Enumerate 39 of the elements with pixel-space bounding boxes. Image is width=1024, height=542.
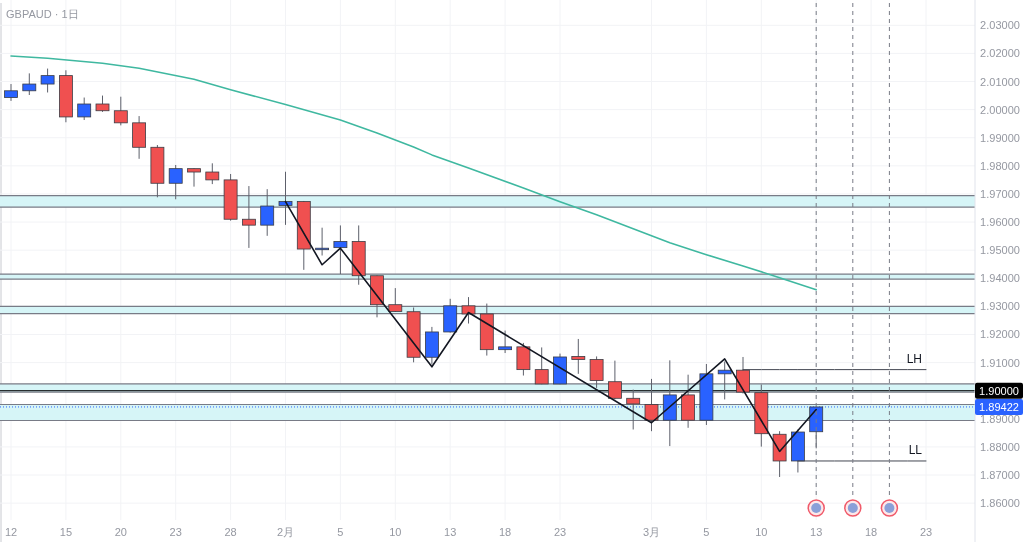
y-tick-label: 1.99000 [980,131,1020,144]
ref-line-label: 1.90000 [979,384,1019,397]
y-tick-label: 2.01000 [980,75,1020,88]
text: GBPAUD · 1日 [6,8,79,20]
x-tick-label: 2月 [276,526,295,538]
y-tick-label: 1.97000 [980,187,1020,200]
x-tick-label: 23 [919,526,933,538]
y-tick-label: 1.98000 [980,159,1020,172]
y-tick-label: 2.02000 [980,47,1020,60]
y-tick-label: 2.00000 [980,103,1020,116]
x-tick-label: 12 [4,526,18,538]
y-tick-label: 1.86000 [980,497,1020,510]
y-tick-label: 1.88000 [980,440,1020,453]
series-label: LL [908,442,923,457]
x-tick-label: 5 [703,526,710,538]
y-tick-label: 1.91000 [980,356,1020,369]
x-tick-label: 23 [169,526,182,538]
x-tick-label: 13 [810,526,823,538]
y-tick-label: 1.92000 [980,328,1020,341]
y-tick-label: 1.94000 [980,272,1020,285]
y-tick-label: 2.03000 [980,19,1020,32]
x-tick-label: 23 [553,526,567,538]
x-tick-label: 18 [864,526,878,538]
x-tick-label: 28 [224,526,237,538]
x-tick-label: 18 [498,526,512,538]
y-tick-label: 1.89000 [980,412,1020,425]
y-tick-label: 1.95000 [980,244,1020,257]
x-tick-label: 10 [389,526,402,538]
y-tick-label: 1.93000 [980,300,1020,313]
x-tick-label: 13 [444,526,457,538]
y-tick-label: 1.87000 [980,469,1020,482]
series-label: LH [906,351,922,366]
ref-line-label: 1.89422 [979,400,1019,413]
x-tick-label: 3月 [642,526,661,538]
x-tick-label: 10 [755,526,768,538]
x-tick-label: 20 [114,526,127,538]
x-tick-label: 5 [337,526,344,538]
x-tick-label: 15 [59,526,73,538]
y-tick-label: 1.96000 [980,216,1020,229]
